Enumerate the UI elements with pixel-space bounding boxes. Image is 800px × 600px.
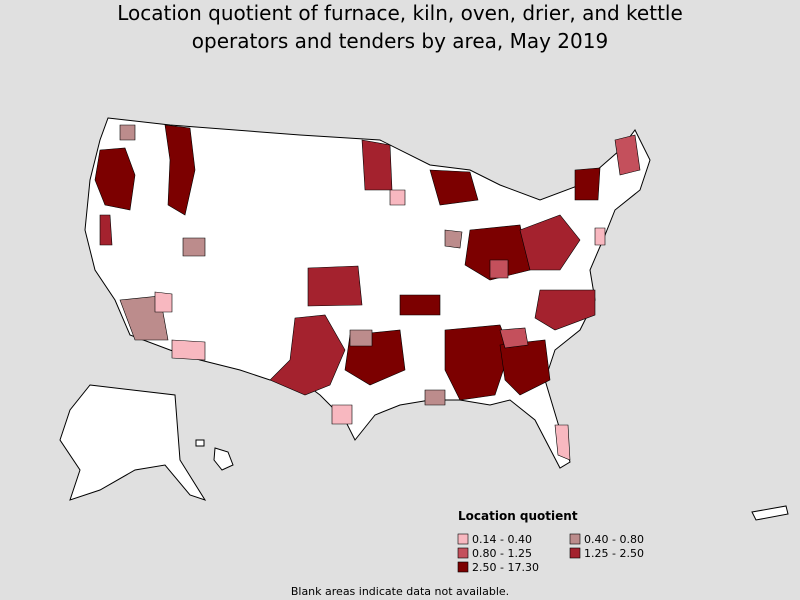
region xyxy=(574,167,601,201)
region xyxy=(534,289,596,331)
region xyxy=(444,324,511,401)
regions xyxy=(94,124,641,461)
region xyxy=(399,294,441,316)
region xyxy=(444,229,463,249)
legend: 0.14 - 0.40 0.40 - 0.80 0.80 - 1.25 1.25 - … xyxy=(457,533,644,574)
legend-swatch xyxy=(457,561,469,573)
legend-swatch xyxy=(457,533,469,545)
hawaii xyxy=(195,439,205,447)
region xyxy=(349,329,373,347)
legend-swatch xyxy=(569,533,581,545)
footnote: Blank areas indicate data not available. xyxy=(291,585,509,598)
region xyxy=(519,214,581,271)
region xyxy=(119,124,136,141)
region xyxy=(499,327,529,349)
puerto-rico xyxy=(751,505,789,521)
region xyxy=(464,224,531,281)
region xyxy=(307,265,363,307)
legend-swatch xyxy=(569,547,581,559)
region xyxy=(489,259,509,279)
legend-label: 0.14 - 0.40 xyxy=(472,533,532,546)
legend-label: 1.25 - 2.50 xyxy=(584,547,644,560)
region xyxy=(594,227,606,246)
region xyxy=(614,134,641,176)
region xyxy=(94,147,136,211)
region xyxy=(361,139,393,191)
title-line: operators and tenders by area, May 2019 xyxy=(192,29,608,53)
region xyxy=(269,314,346,396)
legend-label: 0.40 - 0.80 xyxy=(584,533,644,546)
region xyxy=(424,389,446,406)
region xyxy=(429,169,479,206)
legend-title: Location quotient xyxy=(458,509,578,523)
alaska xyxy=(59,384,207,501)
region xyxy=(164,124,196,216)
title-line: Location quotient of furnace, kiln, oven… xyxy=(117,1,683,25)
region xyxy=(331,404,353,425)
region xyxy=(499,339,551,396)
region xyxy=(171,339,206,361)
region xyxy=(554,424,571,461)
region xyxy=(99,214,113,246)
hawaii xyxy=(213,447,234,471)
legend-label: 2.50 - 17.30 xyxy=(472,561,539,574)
legend-label: 0.80 - 1.25 xyxy=(472,547,532,560)
region xyxy=(154,291,173,313)
legend-swatch xyxy=(457,547,469,559)
region xyxy=(182,237,206,257)
region xyxy=(389,189,406,206)
